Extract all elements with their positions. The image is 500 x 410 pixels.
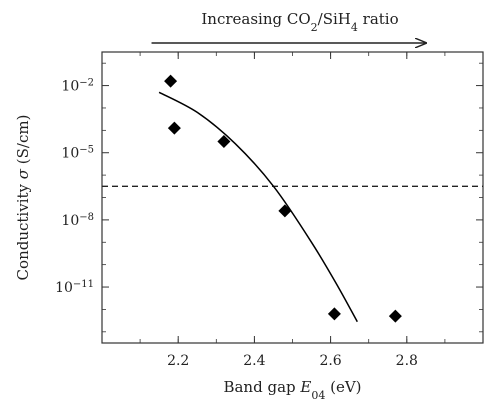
- x-tick-label: 2.6: [319, 353, 341, 369]
- annotation-text: Increasing CO2/SiH4 ratio: [201, 10, 398, 34]
- data-point-4: [278, 204, 292, 218]
- y-axis-ticks: 10−2 10−5 10−8 10−11: [55, 62, 483, 333]
- data-points: [164, 74, 402, 323]
- data-point-3: [217, 135, 231, 149]
- plot-frame: [101, 51, 484, 344]
- x-tick-label: 2.4: [243, 353, 265, 369]
- fit-curve: [158, 91, 358, 323]
- data-point-5: [327, 307, 341, 321]
- annotation: Increasing CO2/SiH4 ratio: [151, 10, 426, 43]
- data-point-2: [167, 121, 181, 135]
- x-axis-title: Band gap E04 (eV): [223, 378, 361, 402]
- x-tick-label: 2.2: [167, 353, 189, 369]
- data-point-1: [164, 74, 178, 88]
- y-tick-label: 10−11: [55, 279, 94, 297]
- y-tick-label: 10−5: [61, 144, 94, 162]
- data-point-6: [388, 309, 402, 323]
- y-tick-label: 10−8: [61, 211, 94, 229]
- x-axis-ticks: 2.2 2.4 2.6 2.8: [139, 52, 446, 369]
- x-tick-label: 2.8: [396, 353, 418, 369]
- y-tick-label: 10−2: [61, 77, 94, 95]
- y-axis-title: Conductivity σ (S/cm): [14, 115, 32, 281]
